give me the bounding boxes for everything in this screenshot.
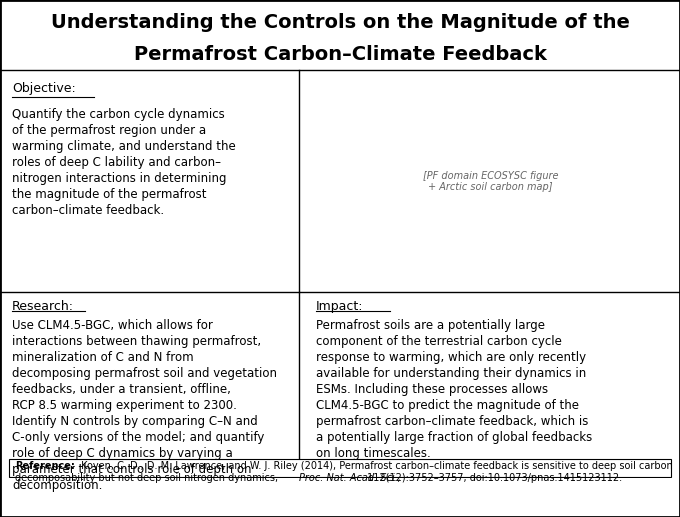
Text: Use CLM4.5-BGC, which allows for
interactions between thawing permafrost,
minera: Use CLM4.5-BGC, which allows for interac… — [12, 320, 277, 493]
Text: Quantify the carbon cycle dynamics
of the permafrost region under a
warming clim: Quantify the carbon cycle dynamics of th… — [12, 108, 236, 217]
Text: decomposability but not deep soil nitrogen dynamics,: decomposability but not deep soil nitrog… — [16, 473, 282, 483]
Text: Objective:: Objective: — [12, 82, 76, 95]
Point — [90, 94, 98, 100]
Text: Proc. Nat. Acad. Sci.,: Proc. Nat. Acad. Sci., — [299, 473, 401, 483]
Text: 112(12):3752–3757, doi:10.1073/pnas.1415123112.: 112(12):3752–3757, doi:10.1073/pnas.1415… — [364, 473, 622, 483]
Point — [81, 308, 89, 314]
Point — [311, 308, 320, 314]
Text: Impact:: Impact: — [316, 300, 363, 313]
Text: Understanding the Controls on the Magnitude of the: Understanding the Controls on the Magnit… — [50, 13, 630, 32]
Text: Research:: Research: — [12, 300, 74, 313]
Text: Permafrost Carbon–Climate Feedback: Permafrost Carbon–Climate Feedback — [133, 45, 547, 64]
Point — [8, 308, 16, 314]
Text: Koven, C. D., D. M. Lawrence, and W. J. Riley (2014), Permafrost carbon–climate : Koven, C. D., D. M. Lawrence, and W. J. … — [78, 461, 673, 472]
Text: Department of Energy • Office of Science • Biological and Environmental Research: Department of Energy • Office of Science… — [149, 493, 667, 504]
Text: 1   BER Climate Research: 1 BER Climate Research — [20, 493, 177, 504]
Text: [PF domain ECOSYSC figure
+ Arctic soil carbon map]: [PF domain ECOSYSC figure + Arctic soil … — [423, 171, 558, 192]
Point — [8, 94, 16, 100]
Point — [386, 308, 394, 314]
Text: Reference:: Reference: — [16, 461, 75, 472]
Text: Permafrost soils are a potentially large
component of the terrestrial carbon cyc: Permafrost soils are a potentially large… — [316, 320, 592, 461]
